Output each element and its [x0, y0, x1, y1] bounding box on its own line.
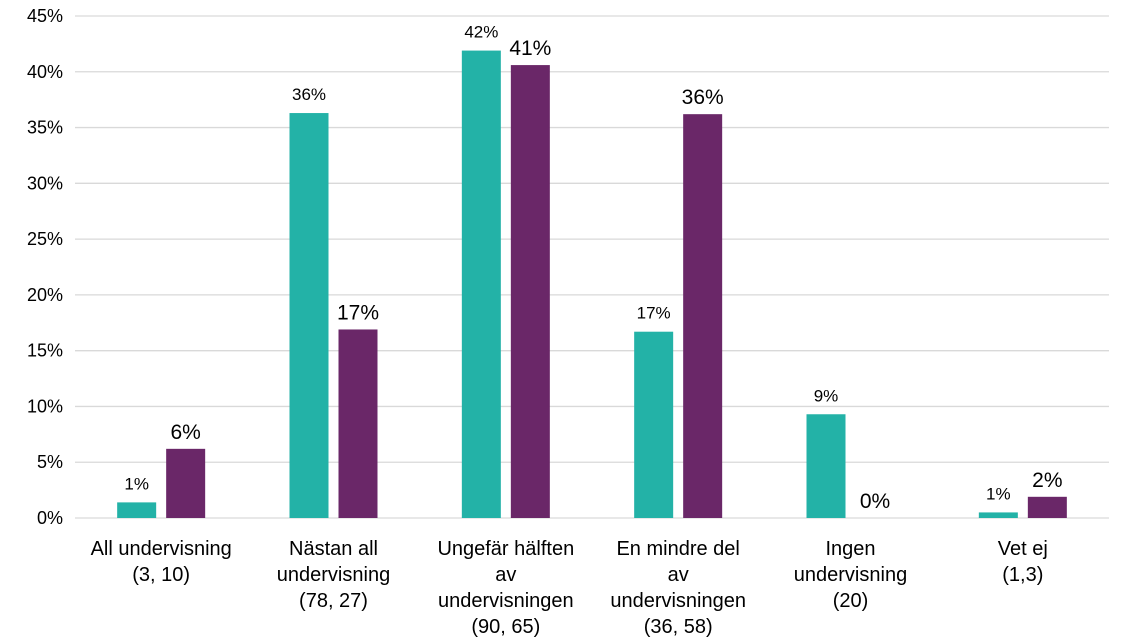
x-category-label-line: (3, 10) [132, 564, 190, 586]
y-axis-tick-labels: 0% 5% 10% 15% 20% 25% 30% 35% 40% 45% [27, 6, 63, 528]
y-tick-label: 40% [27, 62, 63, 82]
x-category-label-line: (78, 27) [299, 590, 368, 612]
x-category-label-line: undervisningen [438, 590, 574, 612]
bar-series-1-1 [117, 502, 157, 518]
y-tick-label: 10% [27, 396, 63, 416]
bar-series-2-1 [166, 448, 206, 518]
x-category-label-line: Vet ej [998, 538, 1048, 560]
x-category-label: En mindre del av undervisningen (36, 58) [610, 538, 746, 638]
x-category-label-line: All undervisning [91, 538, 232, 560]
y-tick-label: 30% [27, 173, 63, 193]
x-category-label-line: (90, 65) [471, 616, 540, 638]
y-tick-label: 0% [37, 508, 63, 528]
x-category-label: Ingen undervisning (20) [794, 538, 907, 612]
x-category-label-line: En mindre del [616, 538, 739, 560]
y-tick-label: 25% [27, 229, 63, 249]
x-category-label: All undervisning (3, 10) [91, 538, 232, 586]
y-tick-label: 15% [27, 341, 63, 361]
data-label-series-1-6: 1% [986, 484, 1011, 503]
data-label-series-2-3: 41% [509, 37, 551, 60]
data-label-series-1-2: 36% [292, 85, 326, 104]
x-category-label-line: av [668, 564, 689, 586]
y-tick-label: 5% [37, 452, 63, 472]
x-category-label: Vet ej (1,3) [998, 538, 1048, 586]
data-label-series-2-4: 36% [682, 86, 724, 109]
x-category-label-line: (20) [833, 590, 869, 612]
x-category-label-line: (36, 58) [644, 616, 713, 638]
bar-series-1-4 [634, 331, 674, 518]
data-label-series-2-1: 6% [170, 421, 200, 444]
x-category-label-line: av [495, 564, 516, 586]
bars [117, 50, 1067, 519]
x-axis-category-labels: All undervisning (3, 10) Nästan all undervi… [91, 538, 1048, 638]
bar-series-1-3 [461, 50, 501, 519]
x-category-label-line: (1,3) [1002, 564, 1043, 586]
data-label-series-1-1: 1% [124, 474, 149, 493]
bar-series-1-5 [806, 414, 846, 518]
x-category-label: Nästan all undervisning (78, 27) [277, 538, 390, 612]
x-category-label-line: Ungefär hälften [437, 538, 574, 560]
bar-series-1-2 [289, 113, 329, 518]
data-labels: 1% 6% 36% 17% 42% 41% 17% 36% 9% 0% 1% 2% [124, 23, 1062, 513]
x-category-label-line: undervisning [277, 564, 390, 586]
data-label-series-1-3: 42% [464, 23, 498, 42]
data-label-series-1-4: 17% [637, 304, 671, 323]
data-label-series-2-6: 2% [1032, 469, 1062, 492]
x-category-label-line: Ingen [825, 538, 875, 560]
x-category-label-line: Nästan all [289, 538, 378, 560]
y-tick-label: 20% [27, 285, 63, 305]
data-label-series-2-2: 17% [337, 301, 379, 324]
y-tick-label: 35% [27, 118, 63, 138]
x-category-label: Ungefär hälften av undervisningen (90, 65) [437, 538, 574, 638]
gridlines [75, 15, 1109, 519]
bar-series-1-6 [978, 512, 1018, 518]
bar-series-2-2 [338, 329, 378, 518]
x-category-label-line: undervisning [794, 564, 907, 586]
bar-series-2-6 [1027, 496, 1067, 518]
bar-series-2-3 [510, 65, 550, 518]
bar-series-2-4 [683, 114, 723, 519]
x-category-label-line: undervisningen [610, 590, 746, 612]
y-tick-label: 45% [27, 6, 63, 26]
data-label-series-2-5: 0% [860, 490, 890, 513]
data-label-series-1-5: 9% [814, 386, 839, 405]
